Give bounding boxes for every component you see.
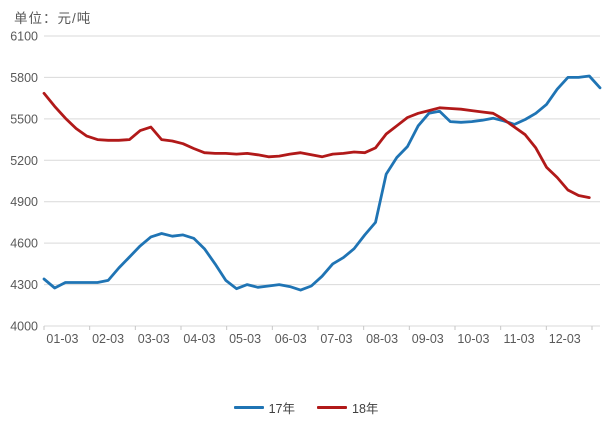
- legend-item-2017: 17年: [233, 398, 295, 417]
- x-tick-label-10-03: 10-03: [457, 332, 489, 346]
- y-tick-label-4900: 4900: [10, 195, 38, 209]
- legend-item-2018: 18年: [317, 398, 378, 417]
- series-line-17年: [42, 74, 602, 292]
- x-tick-label-05-03: 05-03: [229, 332, 261, 346]
- y-tick-label-5500: 5500: [10, 112, 38, 126]
- y-tick-label-4600: 4600: [10, 237, 38, 251]
- y-tick-label-5200: 5200: [10, 154, 38, 168]
- legend-swatch-blue: [233, 405, 264, 410]
- y-tick-label-4000: 4000: [10, 320, 38, 334]
- legend-label-2017: 17年: [268, 402, 295, 416]
- x-tick-label-04-03: 04-03: [183, 332, 215, 346]
- x-tick-label-08-03: 08-03: [366, 332, 398, 346]
- legend-swatch-red: [317, 405, 347, 410]
- y-tick-label-6100: 6100: [10, 30, 38, 44]
- x-tick-label-06-03: 06-03: [275, 332, 307, 346]
- series-line-18年: [42, 91, 591, 200]
- x-tick-label-12-03: 12-03: [549, 332, 581, 346]
- y-tick-label-4300: 4300: [10, 278, 38, 292]
- x-tick-label-01-03: 01-03: [46, 332, 78, 346]
- x-tick-label-03-03: 03-03: [138, 332, 170, 346]
- x-tick-label-09-03: 09-03: [412, 332, 444, 346]
- legend-label-2018: 18年: [352, 402, 379, 416]
- chart-legend: 17年 18年: [0, 398, 612, 417]
- unit-label: 单位：元/吨: [14, 11, 92, 26]
- x-tick-label-02-03: 02-03: [92, 332, 124, 346]
- x-tick-label-11-03: 11-03: [504, 332, 535, 346]
- y-tick-label-5800: 5800: [10, 71, 38, 85]
- x-tick-label-07-03: 07-03: [320, 332, 352, 346]
